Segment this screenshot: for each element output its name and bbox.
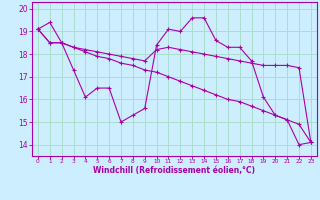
- X-axis label: Windchill (Refroidissement éolien,°C): Windchill (Refroidissement éolien,°C): [93, 166, 255, 175]
